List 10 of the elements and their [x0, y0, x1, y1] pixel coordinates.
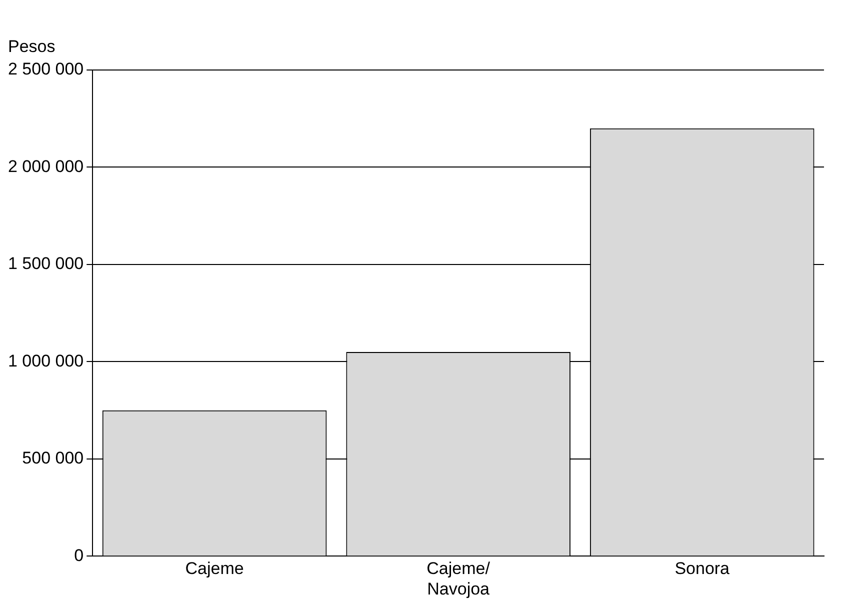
y-tick-label: 1 000 000 [8, 351, 84, 370]
x-tick-label: Cajeme [185, 559, 244, 578]
y-tick-label: 2 500 000 [8, 60, 84, 79]
y-tick-label: 2 000 000 [8, 156, 84, 176]
y-tick-label: 0 [74, 546, 84, 565]
y-tick-label: 500 000 [22, 448, 84, 468]
x-tick-label: Cajeme/ Navojoa [426, 559, 490, 598]
y-tick-label: 1 500 000 [8, 254, 84, 274]
x-tick-label: Sonora [674, 559, 730, 578]
y-axis-title: Pesos [8, 37, 56, 56]
